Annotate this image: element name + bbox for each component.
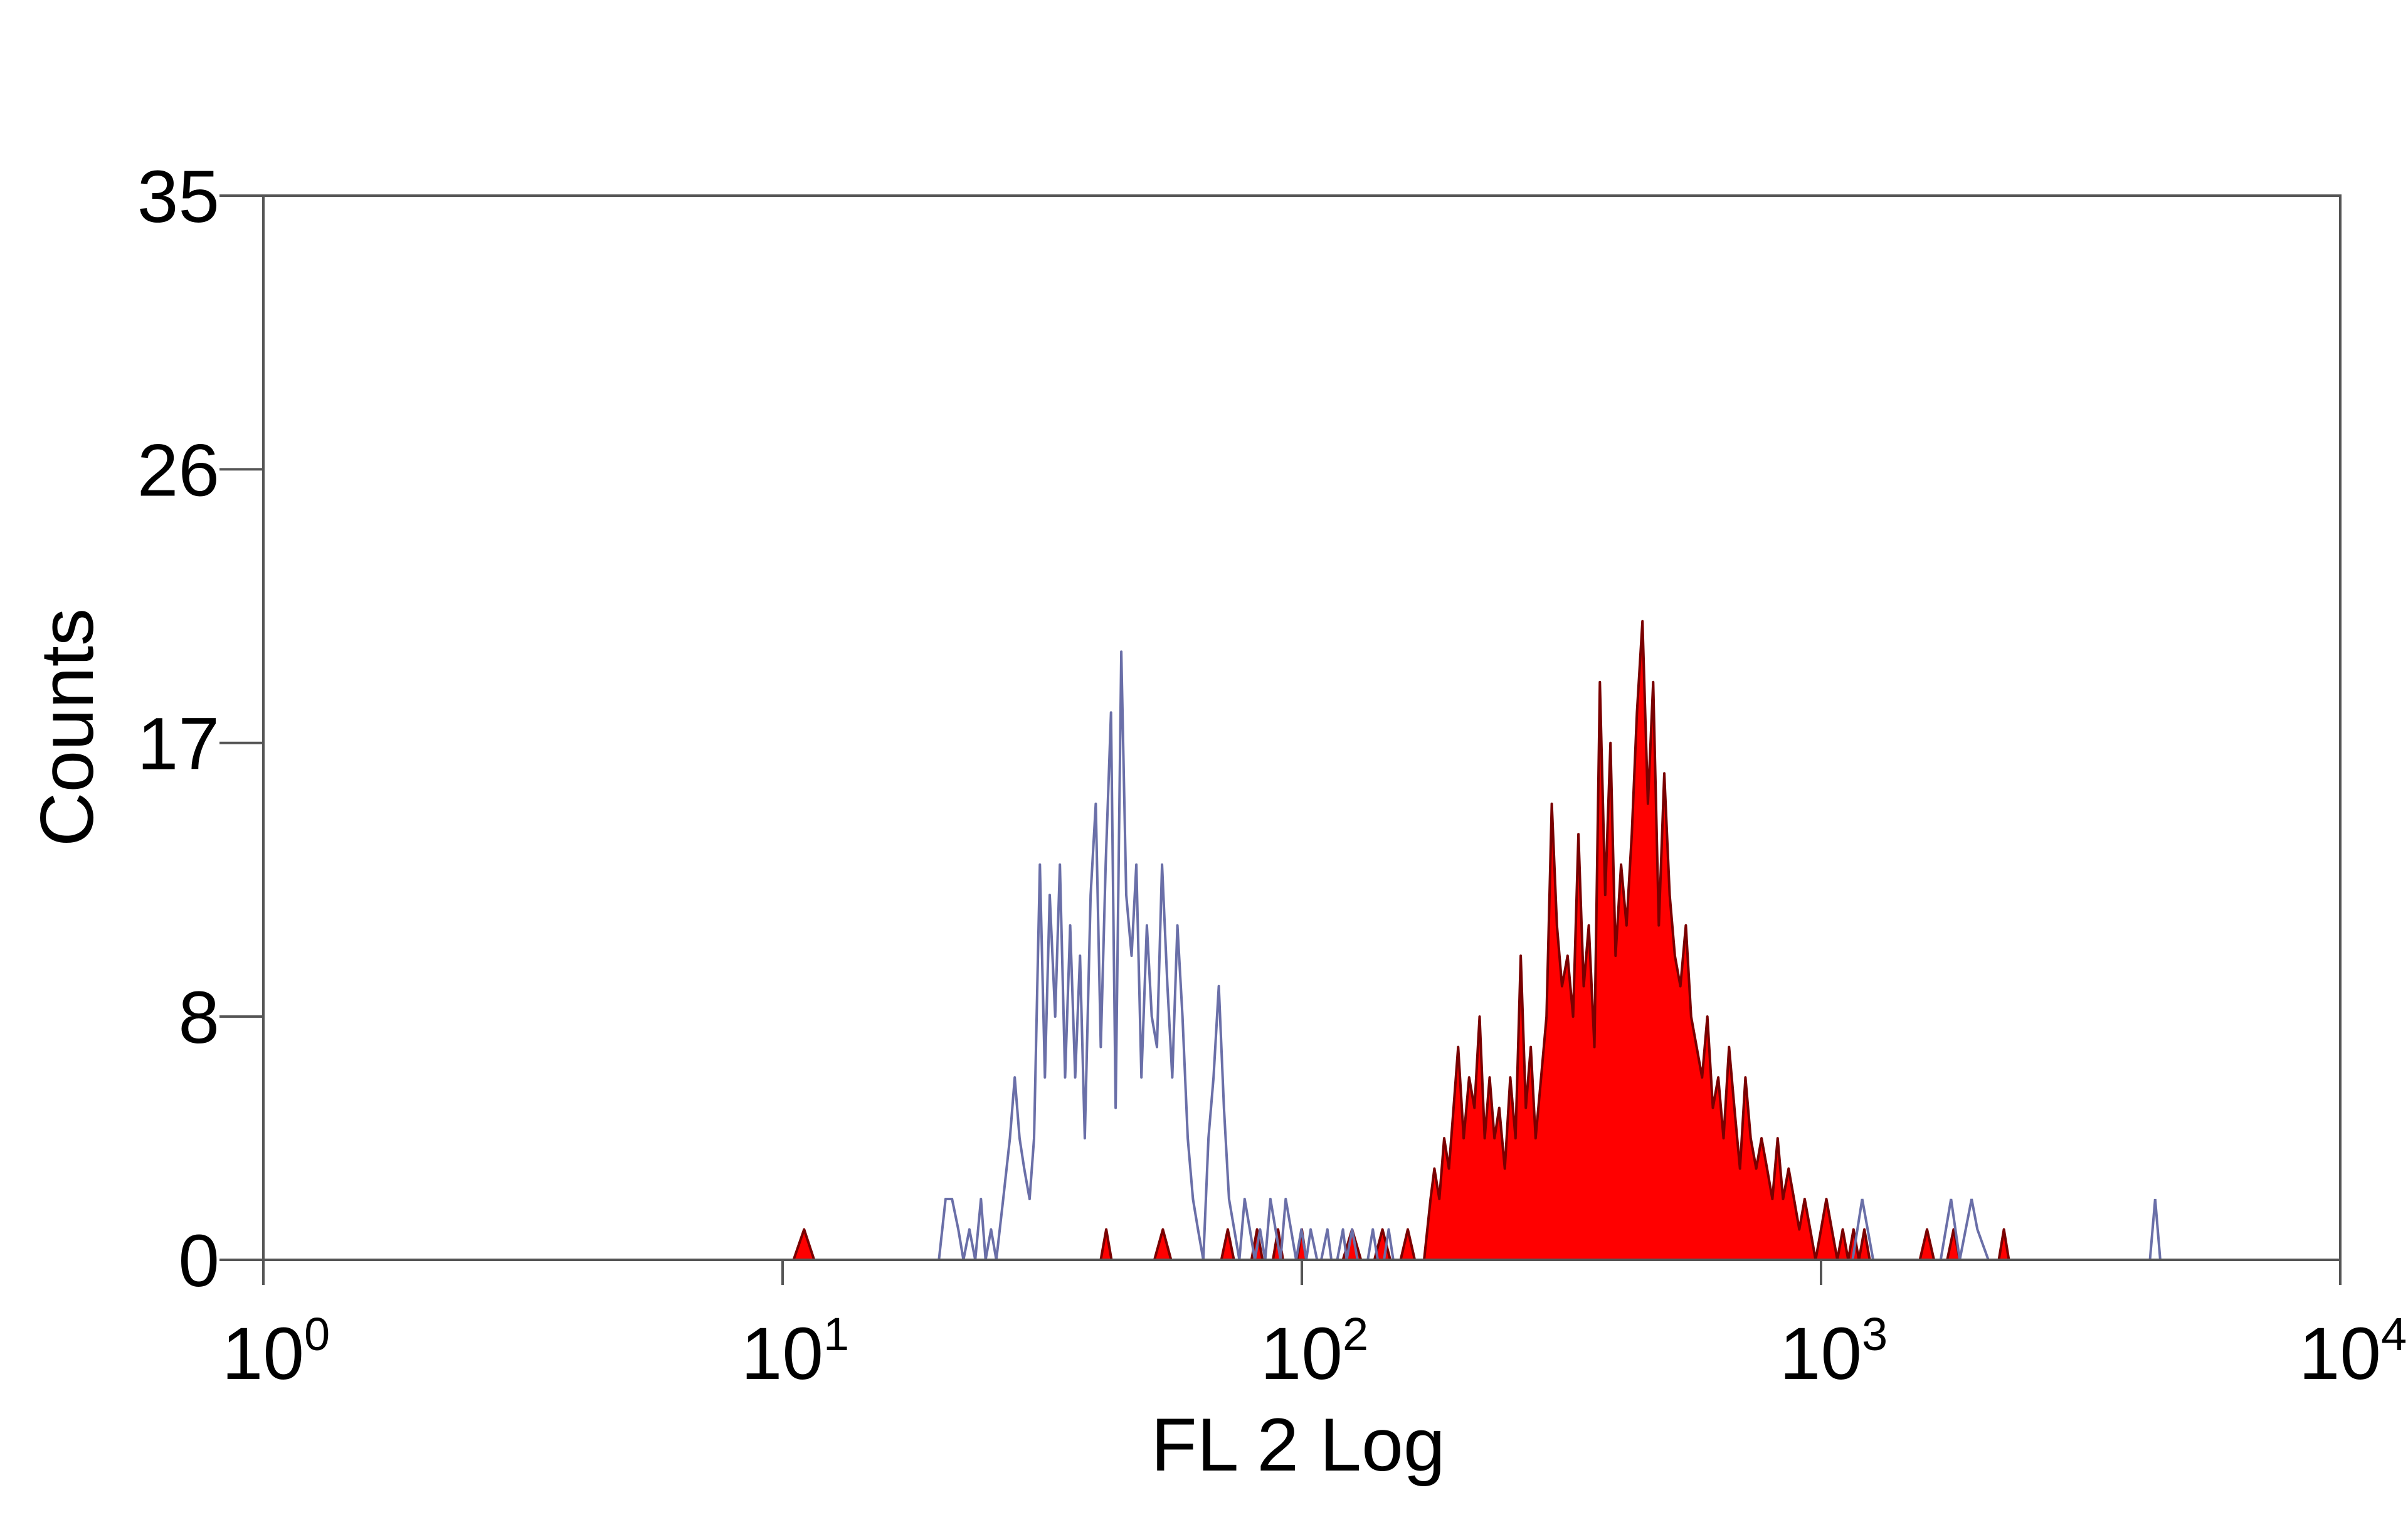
y-tick-label: 26: [137, 429, 219, 512]
y-tick-label: 0: [178, 1220, 219, 1302]
x-tick-label: 101: [741, 1308, 849, 1395]
sample-histogram-area: [792, 620, 2010, 1261]
plot-frame: [262, 194, 2342, 1261]
y-axis-title: Counts: [25, 608, 109, 847]
y-tick-label: 8: [178, 976, 219, 1059]
x-tick-label: 104: [2299, 1308, 2407, 1395]
control-histogram-line: [937, 650, 1462, 1261]
x-tick-label: 103: [1780, 1308, 1888, 1395]
x-tick-label: 102: [1260, 1308, 1368, 1395]
control-histogram-tail: [1851, 1198, 2162, 1260]
y-tick-label: 35: [137, 156, 219, 238]
x-tick-label: 100: [222, 1308, 330, 1395]
y-axis: 0 8 17 26 35: [137, 156, 263, 1302]
x-axis: 100 101 102 103 104: [222, 1260, 2407, 1395]
plot-layer: [792, 620, 2162, 1261]
y-tick-label: 17: [137, 703, 219, 786]
x-axis-title: FL 2 Log: [1151, 1403, 1445, 1487]
